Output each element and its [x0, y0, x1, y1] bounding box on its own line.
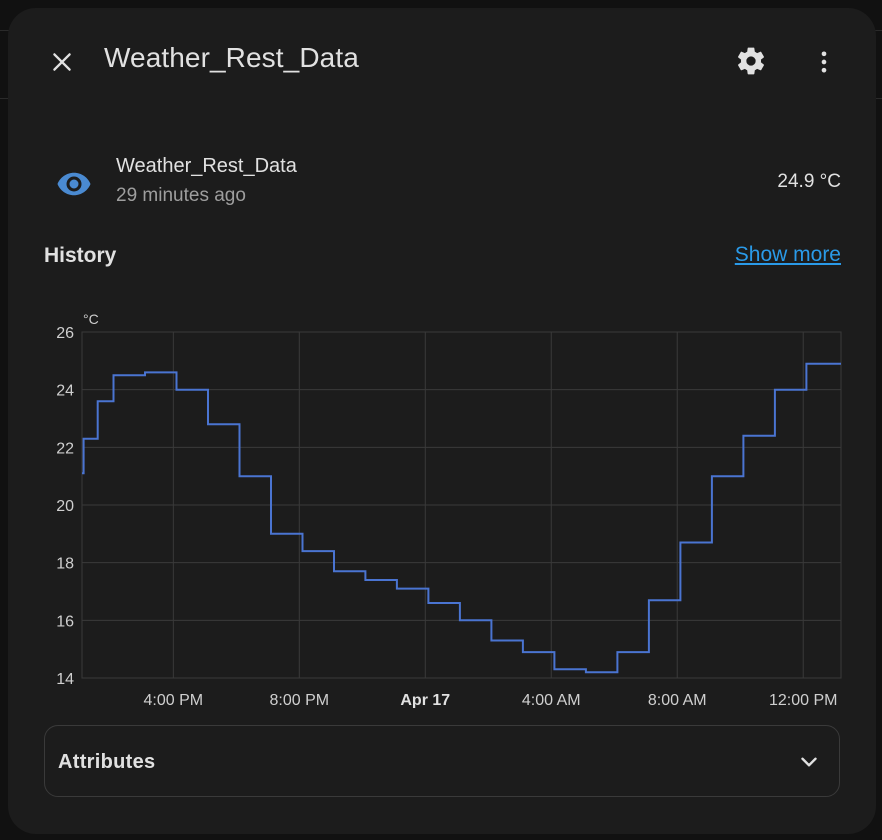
chart-y-tick-label: 22 [56, 440, 74, 457]
dots-vertical-icon [821, 51, 827, 73]
history-chart-svg: 14 16 18 20 22 24 26 4:00 PM 8:00 PM Apr 17 4:00 A… [56, 311, 842, 709]
gear-icon [738, 47, 764, 75]
close-icon [53, 53, 71, 71]
attributes-label: Attributes [58, 751, 156, 773]
entity-last-changed: 29 minutes ago [116, 185, 246, 206]
entity-state: 24.9 °C [777, 171, 841, 192]
settings-button[interactable] [731, 41, 771, 81]
more-options-button[interactable] [804, 42, 844, 82]
more-info-dialog: Weather_Rest_Data Weather_Rest_Data 29 m… [8, 8, 876, 834]
dialog-title: Weather_Rest_Data [104, 42, 359, 73]
chart-x-tick-label: 4:00 AM [522, 692, 581, 708]
entity-icon [54, 164, 94, 204]
history-title: History [44, 244, 117, 267]
chart-x-tick-label: 8:00 AM [648, 692, 707, 708]
chart-x-tick-label: 8:00 PM [270, 692, 330, 708]
attributes-expander[interactable]: Attributes [44, 725, 840, 797]
chevron-down-icon [801, 757, 817, 767]
history-chart[interactable]: 14 16 18 20 22 24 26 4:00 PM 8:00 PM Apr 17 4:00 A… [8, 298, 876, 709]
entity-name: Weather_Rest_Data [116, 155, 297, 177]
chart-y-tick-label: 16 [56, 613, 74, 630]
eye-icon [57, 172, 91, 196]
chart-x-tick-label: 12:00 PM [769, 692, 837, 708]
attributes-toggle[interactable] [791, 744, 827, 780]
chart-y-tick-label: 14 [56, 671, 74, 688]
chart-series-line [82, 362, 841, 674]
chart-y-tick-label: 24 [56, 383, 74, 400]
chart-y-tick-label: 26 [56, 325, 74, 342]
close-button[interactable] [42, 42, 82, 82]
chart-x-tick-label: 4:00 PM [144, 692, 204, 708]
chart-y-tick-label: 20 [56, 498, 74, 515]
chart-x-tick-label: Apr 17 [400, 692, 450, 708]
show-more-link[interactable]: Show more [734, 243, 841, 266]
chart-y-tick-label: 18 [56, 556, 74, 573]
chart-unit-label: °C [83, 311, 99, 327]
